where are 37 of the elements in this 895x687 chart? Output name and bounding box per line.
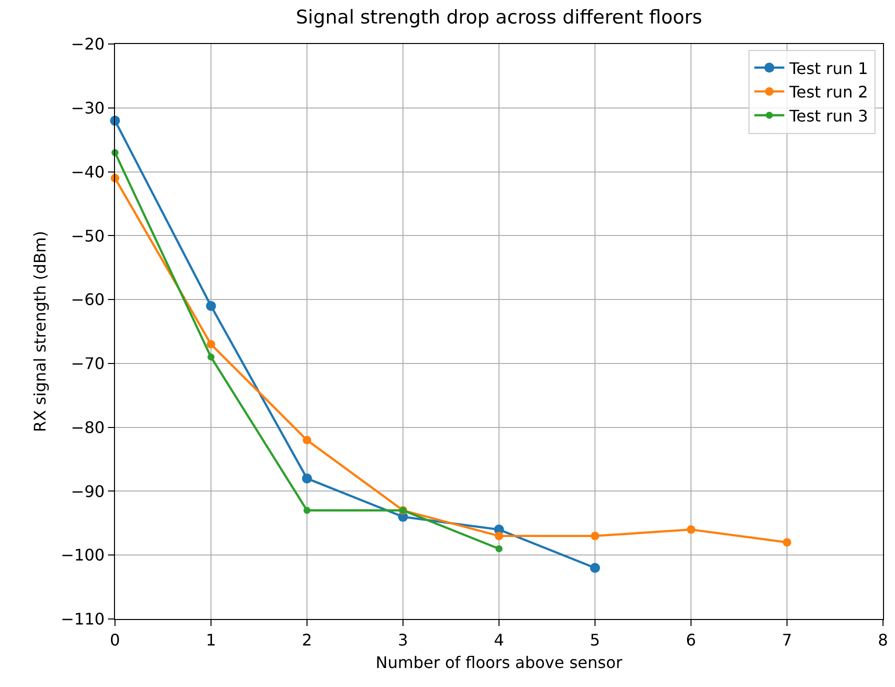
point	[782, 538, 792, 547]
y-tick-label: −40	[70, 162, 105, 182]
point	[590, 532, 600, 540]
point	[302, 473, 312, 484]
legend-label: Test run 2	[788, 82, 868, 102]
point	[206, 300, 216, 311]
y-tick-label: −50	[70, 226, 105, 246]
point	[494, 532, 504, 540]
point	[208, 354, 214, 361]
legend-label: Test run 1	[788, 58, 868, 78]
y-tick-label: −100	[60, 546, 105, 565]
y-tick-label: −30	[70, 98, 105, 118]
x-tick-label: 4	[494, 630, 504, 650]
x-tick-label: 3	[398, 630, 408, 650]
point	[590, 562, 600, 573]
x-tick-label: 2	[302, 630, 312, 650]
y-tick-label: −90	[70, 482, 105, 501]
x-tick-label: 1	[206, 630, 216, 650]
y-axis-title: RX signal strength (dBm)	[30, 230, 50, 432]
x-tick-label: 8	[878, 630, 888, 650]
point	[206, 340, 216, 349]
y-tick-label: −20	[70, 34, 105, 54]
chart-title: Signal strength drop across different floors	[296, 6, 702, 29]
point	[496, 545, 502, 552]
y-tick-label: −60	[70, 290, 105, 310]
y-tick-label: −70	[70, 354, 105, 374]
x-axis-title: Number of floors above sensor	[376, 653, 623, 672]
point	[304, 506, 310, 514]
x-tick-label: 6	[686, 630, 696, 650]
point	[302, 436, 312, 444]
y-tick-label: −80	[70, 418, 105, 437]
point	[686, 525, 696, 534]
x-tick-label: 0	[110, 630, 120, 650]
legend-label: Test run 3	[788, 106, 868, 126]
y-tick-label: −110	[60, 610, 105, 629]
x-tick-label: 5	[590, 630, 600, 650]
x-tick-label: 7	[782, 630, 792, 650]
